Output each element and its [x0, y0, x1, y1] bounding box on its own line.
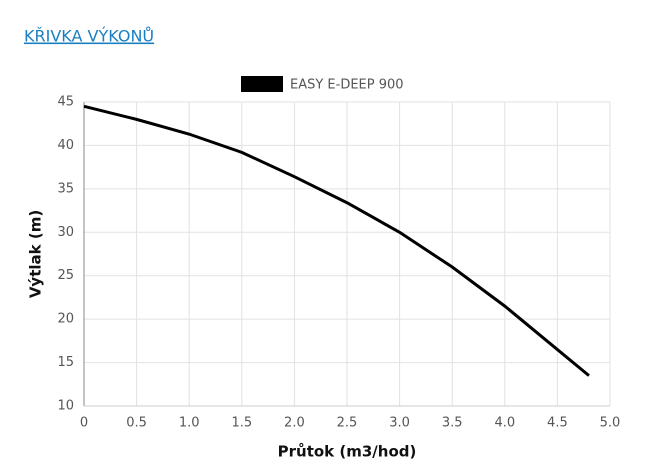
y-tick-label: 35 [57, 181, 74, 196]
x-tick-label: 0 [80, 416, 88, 431]
x-tick-label: 1.5 [231, 416, 252, 431]
x-tick-label: 3.0 [389, 416, 410, 431]
x-tick-label: 4.5 [547, 416, 568, 431]
y-tick-label: 15 [57, 355, 74, 370]
section-title[interactable]: KŘIVKA VÝKONŮ [24, 27, 154, 46]
x-tick-label: 4.0 [494, 416, 515, 431]
x-tick-label: 2.5 [337, 416, 358, 431]
y-axis-title: Výtlak (m) [27, 210, 45, 298]
x-tick-label: 3.5 [442, 416, 463, 431]
legend-swatch [241, 76, 283, 92]
y-tick-label: 10 [57, 399, 74, 414]
x-tick-label: 1.0 [179, 416, 200, 431]
y-tick-label: 45 [57, 95, 74, 110]
x-axis-title: Průtok (m3/hod) [278, 443, 417, 461]
legend-label: EASY E-DEEP 900 [290, 78, 404, 93]
data-line [83, 104, 590, 377]
x-tick-label: 2.0 [284, 416, 305, 431]
y-tick-label: 25 [57, 268, 74, 283]
y-tick-label: 30 [57, 225, 74, 240]
x-tick-label: 0.5 [126, 416, 147, 431]
y-tick-label: 40 [57, 138, 74, 153]
y-tick-label: 20 [57, 312, 74, 327]
x-tick-label: 5.0 [600, 416, 621, 431]
